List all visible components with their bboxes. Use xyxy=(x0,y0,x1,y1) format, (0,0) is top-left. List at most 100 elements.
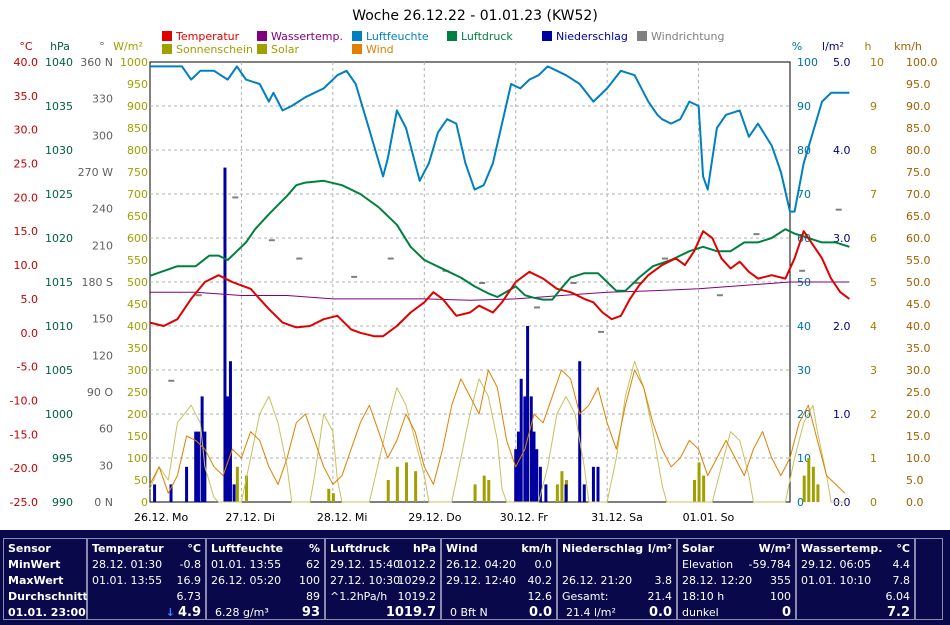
press-max-time: 27.12. 10:30 xyxy=(330,574,401,587)
tick-label-wind: 35.0 xyxy=(906,342,931,355)
sunshine-bar xyxy=(395,466,399,502)
rain-bar xyxy=(516,431,520,502)
winddir-point xyxy=(168,379,175,382)
rain-max-value: 3.8 xyxy=(654,574,673,587)
tick-label-wind: 30.0 xyxy=(906,364,931,377)
weather-chart: Woche 26.12.22 - 01.01.23 (KW52) Tempera… xyxy=(9,8,938,524)
sunshine-bar xyxy=(816,484,820,502)
tick-label-temp: -15.0 xyxy=(10,428,38,441)
wind-unit: km/h xyxy=(521,542,552,555)
x-day-label: Sa xyxy=(629,511,643,524)
hum-max-value: 100 xyxy=(299,574,320,587)
tick-label-sun: 1 xyxy=(870,452,877,465)
water-min-time: 29.12. 06:05 xyxy=(801,558,872,571)
wind-line xyxy=(149,369,846,494)
temp-header: Temperatur xyxy=(92,542,164,555)
press-unit: hPa xyxy=(412,542,436,555)
summary-pressure: Luftdruck hPa 29.12. 15:40 1012.2 27.12. 1… xyxy=(325,538,441,620)
tick-label-rain: 1.0 xyxy=(833,408,851,421)
tick-label-solar: 650 xyxy=(127,210,148,223)
water-avg: 6.04 xyxy=(885,590,911,603)
sunshine-bar xyxy=(327,488,331,502)
rain-max-time: 26.12. 21:20 xyxy=(562,574,633,587)
tick-label-wind: 95.0 xyxy=(906,78,931,91)
rain-bar xyxy=(226,396,230,502)
tick-label-pressure: 1035 xyxy=(45,100,73,113)
rain-bar xyxy=(519,378,523,502)
tick-label-temp: -5.0 xyxy=(17,361,38,374)
tick-label-solar: 550 xyxy=(127,254,148,267)
axis-unit-humidity: % xyxy=(792,40,802,53)
tick-label-wind: 20.0 xyxy=(906,408,931,421)
tick-label-winddir: 270 W xyxy=(78,166,113,179)
winddir-point xyxy=(799,269,806,272)
wind-min-time: 26.12. 04:20 xyxy=(446,558,517,571)
sunshine-bar xyxy=(487,480,491,502)
wind-beaufort: 0 Bft N xyxy=(450,606,488,619)
x-day-label: So xyxy=(721,511,735,524)
rain-header: Niederschlag xyxy=(562,542,644,555)
rain-unit: l/m² xyxy=(647,542,672,555)
solar-duration: 18:10 h xyxy=(682,590,725,603)
tick-label-humidity: 30 xyxy=(797,364,811,377)
tick-label-wind: 75.0 xyxy=(906,166,931,179)
tick-label-humidity: 0 xyxy=(797,496,804,509)
tick-label-pressure: 995 xyxy=(52,452,73,465)
tick-label-solar: 1000 xyxy=(120,56,148,69)
summary-water-temp: Wassertemp. °C 29.12. 06:05 4.4 01.01. 10:… xyxy=(796,538,915,620)
tick-label-pressure: 1030 xyxy=(45,144,73,157)
x-day-label: Do xyxy=(446,511,461,524)
x-date-label: 27.12. xyxy=(225,511,260,524)
series xyxy=(149,65,850,503)
tick-label-rain: 5.0 xyxy=(833,56,851,69)
legend-label: Solar xyxy=(271,43,300,56)
tick-label-sun: 5 xyxy=(870,276,877,289)
tick-label-solar: 700 xyxy=(127,188,148,201)
hum-header: Luftfeuchte xyxy=(211,542,284,555)
legend-swatch xyxy=(257,44,267,54)
x-date-label: 31.12. xyxy=(591,511,626,524)
winddir-point xyxy=(351,275,358,278)
x-axis-labels: 26.12. Mo 27.12. Di 28.12. Mi 29.12. Do 30.12. Fr… xyxy=(134,511,735,524)
tick-label-winddir: 240 xyxy=(92,203,113,216)
x-day-label: Mi xyxy=(355,511,368,524)
summary-wind: Wind km/h 26.12. 04:20 0.0 29.12. 12:40 40.… xyxy=(441,538,557,620)
tick-label-pressure: 1005 xyxy=(45,364,73,377)
x-day-label: Di xyxy=(263,511,275,524)
row-avg-label: Durchschnitt xyxy=(8,590,88,603)
tick-label-wind: 15.0 xyxy=(906,430,931,443)
press-min-time: 29.12. 15:40 xyxy=(330,558,401,571)
sunshine-bar xyxy=(386,480,390,502)
rain-total: 21.4 xyxy=(647,590,673,603)
wind-min-value: 0.0 xyxy=(534,558,553,571)
axis-unit-pressure: hPa xyxy=(50,40,70,53)
sunshine-bar xyxy=(693,480,696,502)
tick-label-winddir: 360 N xyxy=(80,56,113,69)
legend-swatch xyxy=(637,31,647,41)
sunshine-bar xyxy=(807,458,811,502)
tick-label-temp: 25.0 xyxy=(14,158,39,171)
tick-label-temp: 20.0 xyxy=(14,191,39,204)
tick-label-wind: 10.0 xyxy=(906,452,931,465)
trend-down-icon: ↓ xyxy=(165,606,175,619)
tick-label-wind: 45.0 xyxy=(906,298,931,311)
tick-label-solar: 100 xyxy=(127,452,148,465)
humidity-line xyxy=(150,65,850,213)
tick-label-temp: 30.0 xyxy=(14,124,39,137)
tick-label-winddir: 30 xyxy=(99,459,113,472)
winddir-point xyxy=(195,294,202,297)
tick-label-temp: 40.0 xyxy=(14,56,39,69)
water-header: Wassertemp. xyxy=(801,542,883,555)
x-date-label: 26.12. xyxy=(134,511,169,524)
tick-label-pressure: 1015 xyxy=(45,276,73,289)
solar-max-value: 355 xyxy=(770,574,791,587)
solar-header: Solar xyxy=(682,542,715,555)
hum-max-time: 26.12. 05:20 xyxy=(211,574,282,587)
rain-bar xyxy=(194,431,198,502)
solar-state: dunkel xyxy=(682,606,719,619)
tick-label-pressure: 1040 xyxy=(45,56,73,69)
press-current: 1019.7 xyxy=(385,605,436,620)
hum-unit: % xyxy=(308,542,320,555)
sunshine-bar xyxy=(555,484,559,502)
tick-label-sun: 0 xyxy=(870,496,877,509)
